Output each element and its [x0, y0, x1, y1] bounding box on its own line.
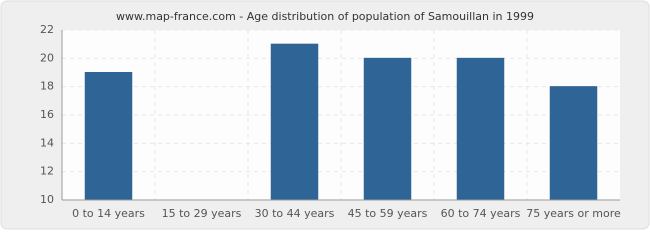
y-tick-label: 16: [40, 108, 54, 121]
x-tick-label: 0 to 14 years: [72, 207, 145, 220]
y-tick-label: 20: [40, 51, 54, 64]
y-tick-label: 14: [40, 136, 54, 149]
bar: [270, 43, 319, 201]
y-tick-label: 18: [40, 80, 54, 93]
x-tick-label: 60 to 74 years: [441, 207, 521, 220]
x-tick-label: 75 years or more: [526, 207, 621, 220]
bar: [456, 57, 505, 201]
x-tick-label: 15 to 29 years: [162, 207, 242, 220]
chart-title: www.map-france.com - Age distribution of…: [116, 10, 534, 23]
chart: www.map-france.com - Age distribution of…: [0, 0, 650, 230]
bar: [549, 86, 598, 201]
x-tick-label: 45 to 59 years: [348, 207, 428, 220]
x-tick-label: 30 to 44 years: [255, 207, 335, 220]
y-tick-label: 10: [40, 193, 54, 206]
bar: [363, 57, 412, 201]
bar: [84, 72, 133, 201]
y-tick-label: 22: [40, 23, 54, 36]
y-tick-label: 12: [40, 165, 54, 178]
